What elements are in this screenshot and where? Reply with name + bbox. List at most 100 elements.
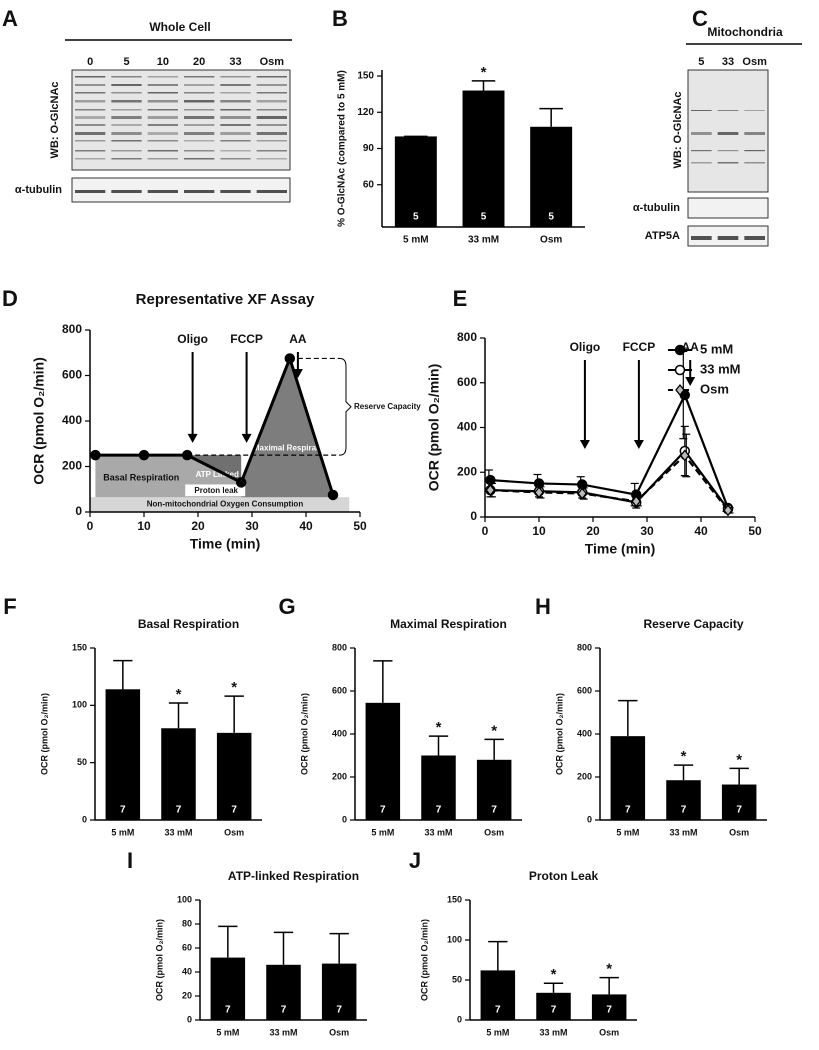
region-maximal (241, 358, 333, 498)
y-tick-label: 200 (332, 771, 347, 781)
significance: * (606, 961, 612, 978)
bar (591, 994, 627, 1020)
blot-band (75, 109, 106, 111)
bar (105, 689, 141, 820)
blot-band (717, 162, 739, 164)
marker (534, 486, 544, 499)
blot-band (147, 76, 178, 78)
blot-band (717, 236, 739, 240)
x-tick-label: 20 (586, 524, 600, 538)
x-tick-label: 5 mM (486, 1027, 509, 1037)
y-tick-label: 100 (447, 934, 462, 944)
marker (577, 487, 588, 500)
n-label: 7 (495, 1005, 501, 1016)
region-non-mito (90, 497, 350, 512)
blot-band (184, 124, 215, 126)
blot-band (184, 190, 215, 193)
blot-band (256, 109, 287, 111)
blot-band (147, 158, 178, 160)
blot-band (111, 150, 142, 152)
y-tick-label: 400 (332, 728, 347, 738)
y-tick-label: 120 (357, 107, 374, 118)
n-label: 7 (681, 805, 687, 816)
legend-label: 33 mM (700, 361, 740, 376)
blot-band (147, 132, 178, 135)
blot-band (256, 84, 287, 86)
chart-title: Representative XF Assay (136, 291, 315, 308)
panel-letter: J (409, 848, 421, 873)
bar (536, 992, 571, 1020)
blot-band (111, 158, 142, 160)
significance: * (491, 722, 497, 739)
x-tick-label: 20 (191, 519, 205, 533)
y-tick-label: 60 (363, 179, 375, 190)
blot-band (184, 76, 215, 78)
x-tick-label: 33 mM (669, 827, 697, 837)
panel-letter: I (127, 848, 133, 873)
bar (210, 957, 246, 1020)
blot-band (184, 158, 215, 160)
legend-marker (675, 383, 685, 397)
x-tick-label: Osm (599, 1027, 619, 1037)
blot-band (111, 116, 142, 119)
blot-band (691, 162, 712, 164)
blot-band (147, 140, 178, 142)
blot-band (691, 236, 712, 240)
blot-band (220, 150, 251, 152)
blot-band (147, 109, 178, 111)
lane-label: 33 (229, 56, 241, 68)
blot-frame (71, 69, 291, 171)
x-tick-label: 5 mM (616, 827, 639, 837)
y-axis-label: OCR (pmol O₂/min) (31, 357, 47, 485)
blot-frame (71, 177, 291, 203)
panel-letter: G (278, 594, 295, 619)
blot-band (147, 150, 178, 152)
blot-band (691, 150, 712, 152)
x-tick-label: 33 mM (164, 827, 192, 837)
y-tick-label: 0 (82, 814, 87, 824)
y-tick-label: 50 (452, 974, 462, 984)
y-tick-label: 0 (457, 1014, 462, 1024)
y-tick-label: 0 (75, 504, 82, 518)
x-tick-label: 10 (137, 519, 151, 533)
blot-band (220, 109, 251, 111)
y-tick-label: 150 (357, 71, 374, 82)
blot-band (744, 132, 765, 135)
blot-band (75, 124, 106, 126)
bar (666, 780, 701, 820)
blot-band (75, 158, 106, 160)
y-tick-label: 60 (182, 942, 192, 952)
y-tick-label: 80 (182, 918, 192, 928)
arrow-head (633, 439, 644, 449)
line (490, 392, 730, 509)
blot-band (220, 132, 251, 135)
n-label: 5 (481, 212, 487, 223)
y-tick-label: 600 (457, 375, 477, 389)
n-label: 7 (281, 1005, 287, 1016)
y-axis-label: OCR (pmol O₂/min) (154, 919, 164, 1001)
legend-label: Osm (700, 381, 729, 396)
region-label: Maximal Respiration (253, 444, 331, 453)
panel-letter: F (3, 594, 16, 619)
x-tick-label: 50 (353, 519, 367, 533)
n-label: 7 (225, 1005, 231, 1016)
y-tick-label: 600 (577, 685, 592, 695)
n-label: 7 (436, 805, 442, 816)
legend-marker (674, 344, 686, 356)
lane-label: 5 (123, 56, 129, 68)
n-label: 7 (625, 805, 631, 816)
y-tick-label: 200 (62, 459, 82, 473)
legend-label: 5 mM (700, 341, 733, 356)
blot-band (691, 132, 712, 135)
n-label: 5 (413, 212, 419, 223)
blot-band (184, 132, 215, 135)
bar (476, 759, 512, 820)
n-label: 7 (120, 805, 126, 816)
blot-band (75, 116, 106, 119)
significance: * (176, 686, 182, 703)
marker (723, 504, 733, 517)
blot-band (75, 84, 106, 86)
proton-leak-box (185, 484, 246, 497)
